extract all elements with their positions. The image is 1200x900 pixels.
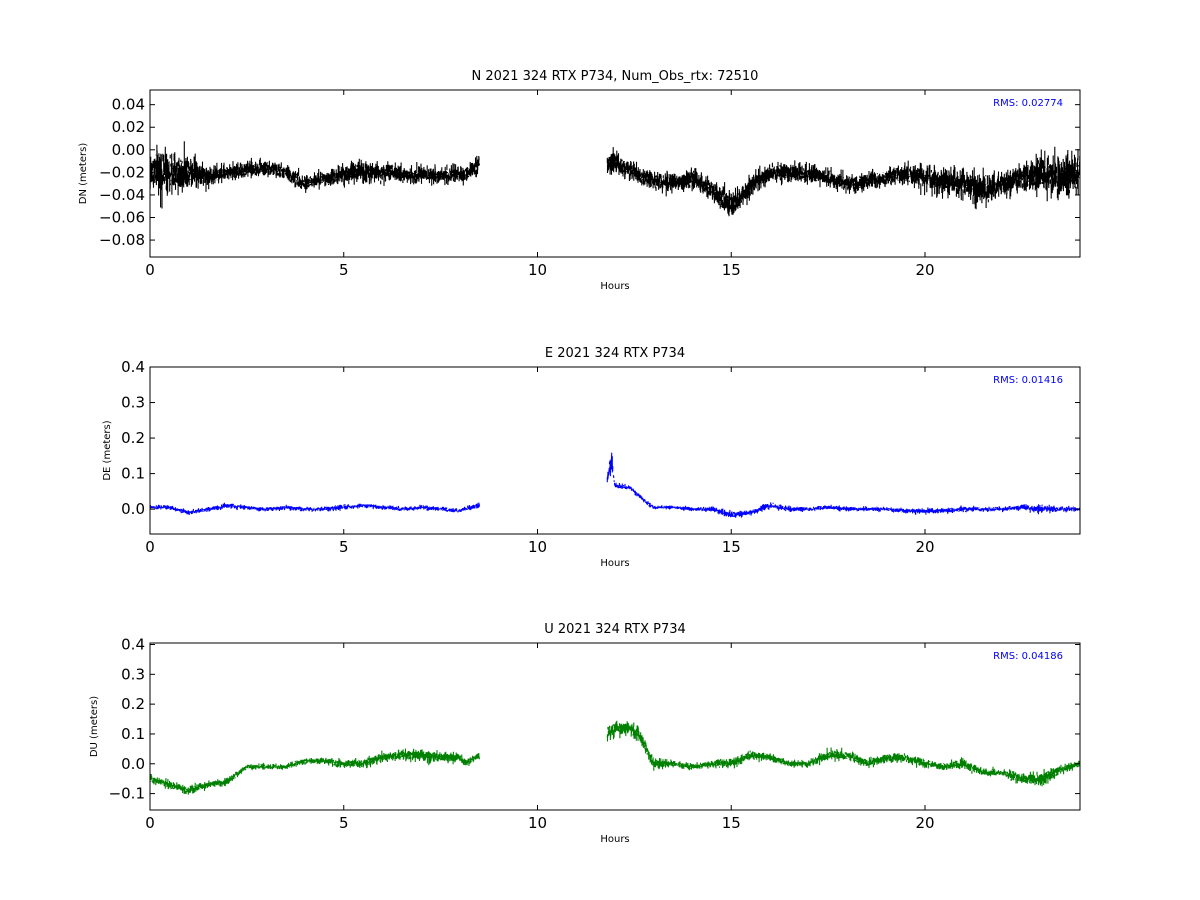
north-xtick-label-0: 0 (145, 261, 155, 279)
north-ylabel: DN (meters) (78, 143, 89, 205)
east-data-points (150, 452, 1080, 518)
east-ytick-label-3: 0.3 (121, 394, 145, 412)
north-series-0 (150, 141, 1080, 217)
east-ytick-label-0: 0.0 (121, 500, 145, 518)
north-ytick-label-5: 0.02 (112, 118, 145, 136)
up-rms-annotation: RMS: 0.04186 (993, 651, 1063, 662)
up-xtick-label-2: 10 (528, 814, 547, 832)
east-series-0 (150, 452, 1080, 518)
up-axes-frame (149, 642, 1081, 811)
east-ytick-label-1: 0.1 (121, 465, 145, 483)
north-axes-frame (149, 89, 1081, 258)
north-xlabel: Hours (600, 281, 629, 292)
north-title: N 2021 324 RTX P734, Num_Obs_rtx: 72510 (472, 69, 759, 84)
north-ytick-label-3: −0.02 (99, 163, 145, 181)
east-xtick-label-3: 15 (722, 538, 741, 556)
north-ytick-label-1: −0.06 (99, 209, 145, 227)
up-data-points (150, 720, 1080, 795)
east-ytick-label-4: 0.4 (121, 358, 145, 376)
north-panel: 0 5 10 15 20 −0.08 −0.06 −0.04 −0.02 0.00 0.02 0.04… (78, 69, 1081, 292)
north-ytick-label-6: 0.04 (112, 96, 145, 114)
north-ytick-label-2: −0.04 (99, 186, 145, 204)
east-ylabel: DE (meters) (102, 420, 113, 480)
up-ytick-label-5: 0.4 (121, 635, 145, 653)
north-ytick-label-4: 0.00 (112, 141, 145, 159)
up-xlabel: Hours (600, 834, 629, 845)
up-title: U 2021 324 RTX P734 (544, 622, 686, 637)
up-ytick-label-3: 0.2 (121, 695, 145, 713)
north-xtick-label-4: 20 (915, 261, 934, 279)
north-xtick-label-2: 10 (528, 261, 547, 279)
up-ytick-label-4: 0.3 (121, 665, 145, 683)
up-ylabel: DU (meters) (89, 696, 100, 757)
north-ytick-label-0: −0.08 (99, 231, 145, 249)
east-xtick-label-1: 5 (339, 538, 349, 556)
up-xtick-label-1: 5 (339, 814, 349, 832)
up-xtick-label-3: 15 (722, 814, 741, 832)
up-xtick-label-0: 0 (145, 814, 155, 832)
up-xtick-label-4: 20 (915, 814, 934, 832)
east-ytick-label-2: 0.2 (121, 429, 145, 447)
east-xtick-label-0: 0 (145, 538, 155, 556)
up-ytick-label-2: 0.1 (121, 725, 145, 743)
up-panel: 0 5 10 15 20 −0.1 0.0 0.1 0.2 0.3 0.4 U 2021 324 RT… (89, 622, 1081, 845)
up-ytick-label-0: −0.1 (109, 785, 145, 803)
east-xtick-label-2: 10 (528, 538, 547, 556)
east-panel: 0 5 10 15 20 0.0 0.1 0.2 0.3 0.4 E 2021 324 RTX P7… (102, 346, 1081, 569)
east-rms-annotation: RMS: 0.01416 (993, 375, 1063, 386)
up-series-0 (150, 720, 1080, 795)
up-ytick-label-1: 0.0 (121, 755, 145, 773)
north-rms-annotation: RMS: 0.02774 (993, 98, 1063, 109)
east-axes-frame (149, 366, 1081, 535)
north-data-points (150, 141, 1080, 217)
north-xtick-label-3: 15 (722, 261, 741, 279)
east-xlabel: Hours (600, 558, 629, 569)
north-xtick-label-1: 5 (339, 261, 349, 279)
east-xtick-label-4: 20 (915, 538, 934, 556)
east-title: E 2021 324 RTX P734 (545, 346, 685, 361)
